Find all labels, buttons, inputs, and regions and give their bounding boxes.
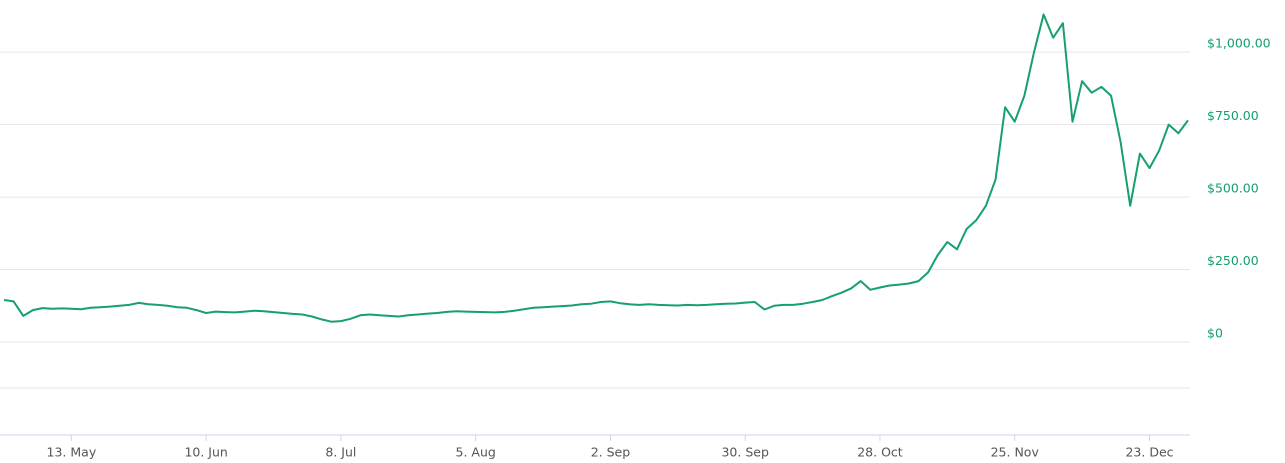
price-line [3, 13, 1189, 323]
x-tick-label: 28. Oct [857, 445, 903, 460]
y-tick-label: $500.00 [1207, 181, 1259, 196]
x-tick-label: 5. Aug [456, 445, 496, 460]
x-tick-label: 30. Sep [721, 445, 768, 460]
x-tick-label: 13. May [47, 445, 97, 460]
x-tick-label: 10. Jun [184, 445, 227, 460]
x-tick-label: 8. Jul [325, 445, 356, 460]
x-tick-label: 23. Dec [1125, 445, 1173, 460]
x-tick-label: 25. Nov [991, 445, 1040, 460]
y-tick-label: $250.00 [1207, 253, 1259, 268]
y-tick-label: $0 [1207, 326, 1223, 341]
x-tick-label: 2. Sep [591, 445, 631, 460]
y-tick-label: $750.00 [1207, 108, 1259, 123]
y-tick-label: $1,000.00 [1207, 36, 1271, 51]
